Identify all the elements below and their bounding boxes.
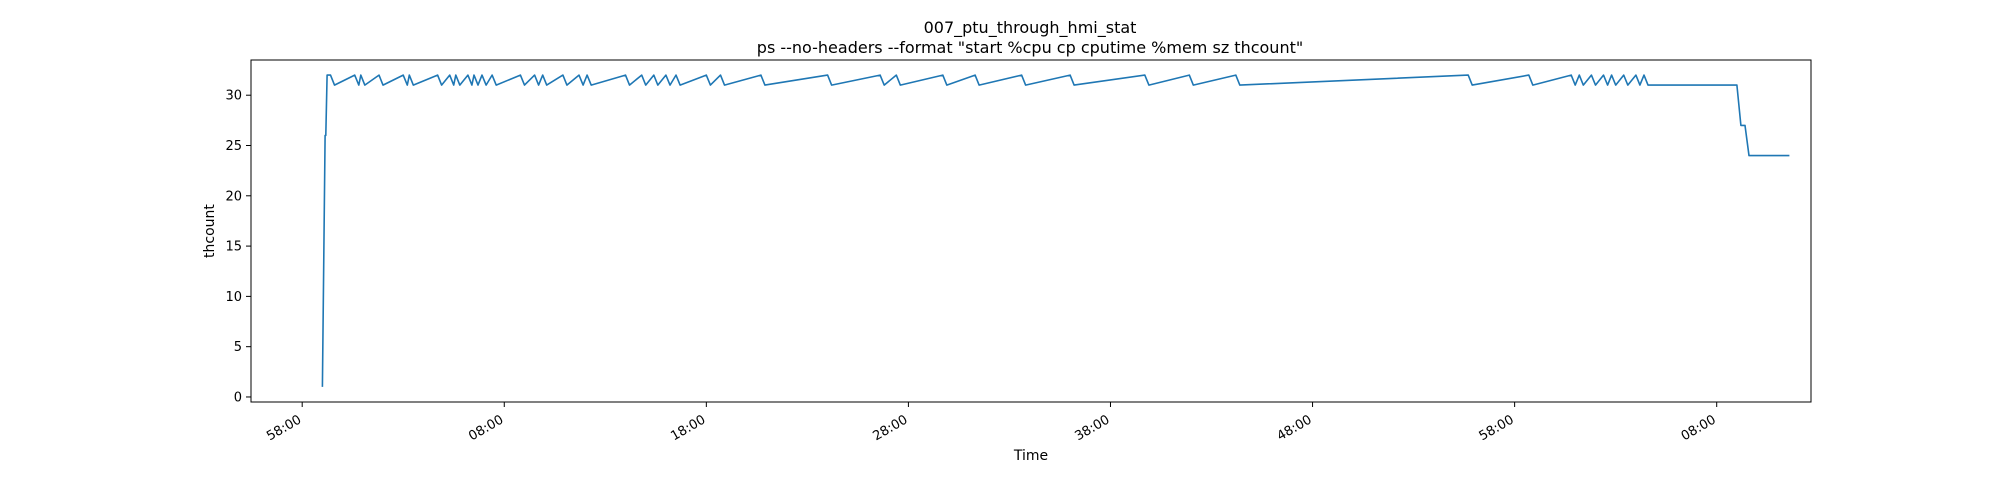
y-axis: 0 5 10 15 20 25 30 xyxy=(225,89,251,405)
x-tick-label: 08:00 xyxy=(466,412,506,444)
y-tick-label: 5 xyxy=(234,340,242,355)
x-axis: 58:00 08:00 18:00 28:00 38:00 48:00 58:00 08:00 xyxy=(264,402,1719,444)
x-tick-label: 38:00 xyxy=(1073,412,1113,444)
series-line xyxy=(321,74,1790,387)
x-tick-label: 58:00 xyxy=(1477,412,1517,444)
x-tick-label: 08:00 xyxy=(1679,412,1719,444)
x-tick-label: 18:00 xyxy=(668,412,708,444)
chart-title: 007_ptu_through_hmi_stat xyxy=(924,18,1137,38)
y-tick-label: 0 xyxy=(234,390,242,405)
y-tick-label: 15 xyxy=(225,240,242,255)
y-tick-label: 25 xyxy=(225,139,242,154)
chart-subtitle: ps --no-headers --format "start %cpu cp … xyxy=(757,38,1303,57)
x-tick-label: 58:00 xyxy=(264,412,304,444)
plot-frame xyxy=(250,59,1812,403)
x-axis-label: Time xyxy=(1013,448,1048,464)
y-axis-label: thcount xyxy=(202,204,218,258)
series-layer xyxy=(321,74,1790,387)
y-tick-label: 20 xyxy=(225,189,242,204)
y-tick-label: 30 xyxy=(225,89,242,104)
x-tick-label: 48:00 xyxy=(1275,412,1315,444)
y-tick-label: 10 xyxy=(225,290,242,305)
x-tick-label: 28:00 xyxy=(870,412,910,444)
